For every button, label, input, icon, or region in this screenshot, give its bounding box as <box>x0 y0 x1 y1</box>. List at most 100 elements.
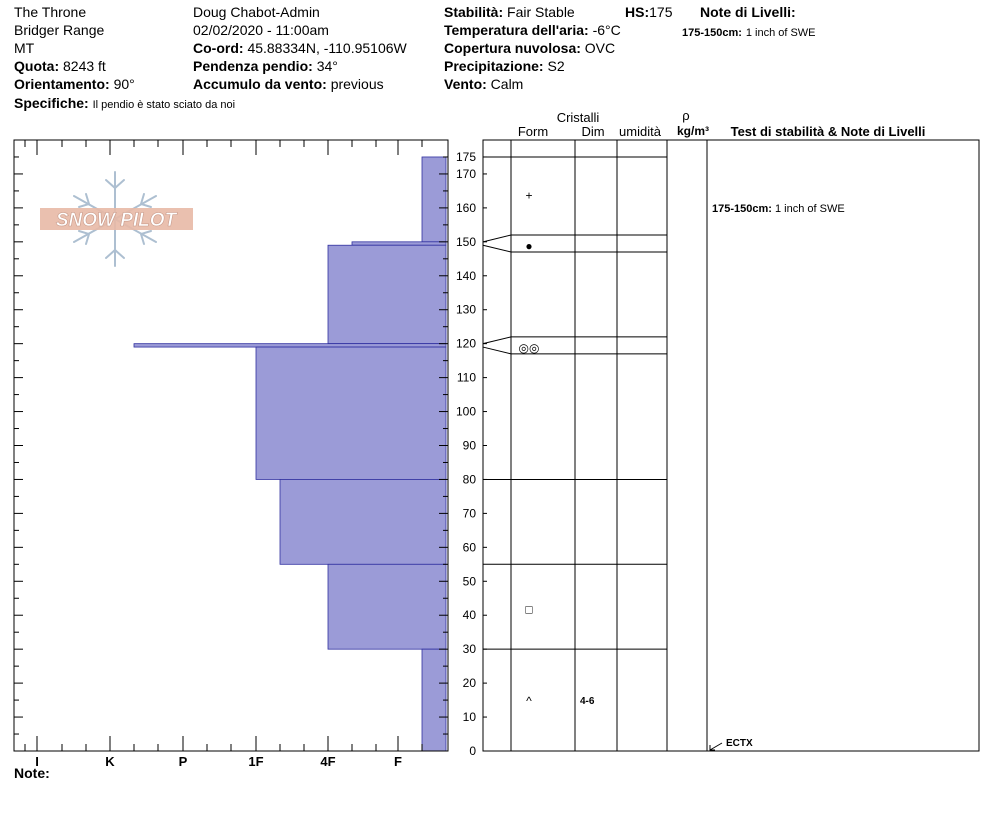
slope-label: Pendenza pendio: <box>193 58 313 74</box>
wind-loading: Accumulo da vento: previous <box>193 76 384 92</box>
crystal-form-symbol: ^ <box>526 694 532 708</box>
table-column-dividers <box>510 140 708 751</box>
layer-note-range: 175-150cm: <box>712 203 775 215</box>
density-unit-header: kg/m³ <box>677 124 709 138</box>
height-tick-label: 120 <box>456 337 476 351</box>
crystals-header: Cristalli <box>557 110 600 125</box>
stability: Stabilità: Fair Stable <box>444 4 575 20</box>
hardness-bars <box>133 156 447 752</box>
elevation-value: 8243 ft <box>63 58 106 74</box>
hardness-scale-labels: I K P 1F 4F F <box>35 754 402 769</box>
coord-value: 45.88334N, -110.95106W <box>247 40 407 56</box>
moisture-header: umidità <box>619 124 662 139</box>
aspect-value: 90° <box>113 76 135 92</box>
height-tick-label: 175 <box>456 150 476 164</box>
hardness-plot-ticks <box>14 140 448 752</box>
crystal-form-symbol: □ <box>525 602 532 616</box>
height-tick-label: 10 <box>463 710 477 724</box>
snow-height: HS:175 <box>625 4 672 20</box>
height-tick-label: 20 <box>463 676 477 690</box>
wind-loading-label: Accumulo da vento: <box>193 76 327 92</box>
height-tick-label: 140 <box>456 269 476 283</box>
air-temp-label: Temperatura dell'aria: <box>444 22 589 38</box>
sky-label: Copertura nuvolosa: <box>444 40 581 56</box>
layer-notes: 175-150cm: 1 inch of SWE <box>712 203 845 215</box>
slope-value: 34° <box>316 58 338 74</box>
coord-label: Co-ord: <box>193 40 244 56</box>
profile-table-frame <box>482 139 980 752</box>
layer-notes-title: Note di Livelli: <box>700 4 796 20</box>
layer-connector <box>482 336 512 345</box>
test-pointer <box>709 742 723 751</box>
height-tick-label: 150 <box>456 235 476 249</box>
hardness-bar <box>421 648 447 752</box>
air-temp-value: -6°C <box>592 22 621 38</box>
precip-label: Precipitazione: <box>444 58 544 74</box>
layer-boundaries <box>482 156 667 650</box>
form-header: Form <box>518 124 548 139</box>
height-tick-label: 130 <box>456 303 476 317</box>
height-tick-label: 50 <box>463 574 477 588</box>
density-symbol-header: ρ <box>682 108 689 123</box>
layer-note: 175-150cm: 1 inch of SWE <box>712 203 845 215</box>
hardness-bar <box>279 479 447 565</box>
height-tick-label: 100 <box>456 405 476 419</box>
location-name: The Throne <box>14 4 87 20</box>
hardness-bar <box>255 346 447 480</box>
hardness-scale-label: 1F <box>248 754 263 769</box>
logo-banner <box>40 208 193 230</box>
note-label: Note: <box>14 765 50 781</box>
hs-label: HS: <box>625 4 650 20</box>
height-axis: 0 10 20 30 40 50 60 70 80 90 100 110 120 130 140 150 160… <box>456 150 487 758</box>
slope-angle: Pendenza pendio: 34° <box>193 58 338 74</box>
height-tick-label: 170 <box>456 167 476 181</box>
mountain-range: Bridger Range <box>14 22 105 38</box>
crystal-size-label: 4-6 <box>580 696 595 707</box>
specifics: Specifiche: Il pendio è stato sciato da … <box>14 95 235 113</box>
stability-label: Stabilità: <box>444 4 504 20</box>
state: MT <box>14 40 35 56</box>
test-result: ECTX <box>726 738 753 749</box>
sky-cover: Copertura nuvolosa: OVC <box>444 40 615 56</box>
layer-notes-summary: 175-150cm: 1 inch of SWE <box>682 23 816 41</box>
stability-value: Fair Stable <box>507 4 575 20</box>
height-tick-label: 30 <box>463 642 477 656</box>
hardness-scale-label: 4F <box>320 754 335 769</box>
hardness-bar <box>327 563 447 650</box>
tests-header: Test di stabilità & Note di Livelli <box>731 124 926 139</box>
datetime: 02/02/2020 - 11:00am <box>193 22 329 38</box>
hardness-scale-label: F <box>394 754 402 769</box>
coordinates: Co-ord: 45.88334N, -110.95106W <box>193 40 407 56</box>
layer-note-text: 1 inch of SWE <box>775 203 845 215</box>
sky-value: OVC <box>584 40 616 56</box>
height-tick-label: 0 <box>469 744 476 758</box>
hardness-scale-label: K <box>105 754 115 769</box>
aspect-label: Orientamento: <box>14 76 110 92</box>
observer: Doug Chabot-Admin <box>193 4 320 20</box>
logo-text: SNOW PILOT <box>56 210 178 231</box>
stability-tests: ECTX <box>709 738 753 751</box>
specifics-value: Il pendio è stato sciato da noi <box>92 99 236 111</box>
layer-connector <box>482 346 512 355</box>
hardness-bar <box>351 241 447 246</box>
air-temperature: Temperatura dell'aria: -6°C <box>444 22 621 38</box>
hardness-scale-label: P <box>179 754 188 769</box>
wind: Vento: Calm <box>444 76 523 92</box>
hardness-scale-label: I <box>35 754 39 769</box>
height-tick-label: 70 <box>463 506 477 520</box>
height-tick-label: 110 <box>457 371 476 385</box>
layer-connector <box>482 244 512 253</box>
elevation: Quota: 8243 ft <box>14 58 106 74</box>
crystal-symbols: + ● ◎◎ □ ^ 4-6 <box>519 188 595 708</box>
aspect: Orientamento: 90° <box>14 76 135 92</box>
hardness-bar <box>133 343 447 348</box>
wind-value: Calm <box>490 76 524 92</box>
layer-connector <box>482 234 512 243</box>
layer-note-range: 175-150cm: <box>682 27 742 39</box>
size-header: Dim <box>581 124 604 139</box>
height-tick-label: 60 <box>463 540 477 554</box>
crystal-form-symbol: ◎◎ <box>519 341 540 355</box>
height-tick-label: 80 <box>463 472 477 486</box>
height-tick-label: 160 <box>456 201 476 215</box>
